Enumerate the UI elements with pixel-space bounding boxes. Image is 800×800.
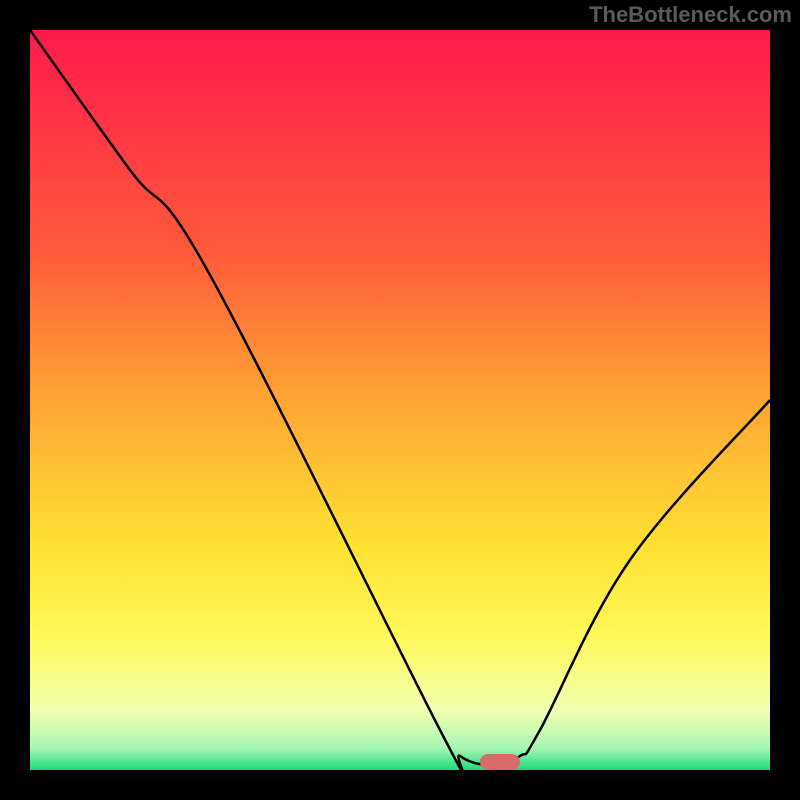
optimum-marker <box>480 754 520 770</box>
curve-path <box>30 30 770 775</box>
bottleneck-curve <box>0 0 800 800</box>
watermark-text: TheBottleneck.com <box>589 2 792 28</box>
chart-container: TheBottleneck.com <box>0 0 800 800</box>
